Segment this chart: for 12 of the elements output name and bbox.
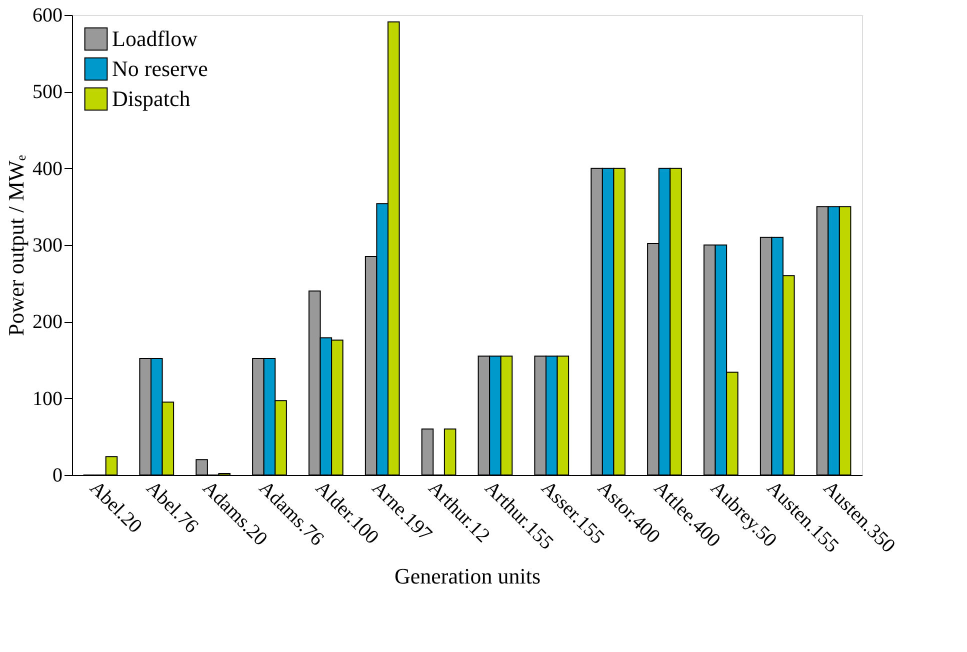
legend-label: Loadflow [112, 26, 198, 51]
legend-label: No reserve [112, 56, 208, 81]
y-tick-label: 0 [52, 464, 62, 486]
y-tick-label: 200 [32, 311, 62, 334]
y-tick-label: 600 [32, 4, 62, 26]
y-tick-label: 400 [32, 158, 62, 180]
y-axis-title: Power output / MWₑ [4, 154, 28, 336]
x-axis-title: Generation units [394, 563, 541, 588]
legend-label: Dispatch [112, 86, 190, 111]
y-tick-label: 300 [32, 234, 62, 256]
y-tick-label: 500 [32, 81, 62, 104]
y-tick-label: 100 [32, 388, 62, 410]
